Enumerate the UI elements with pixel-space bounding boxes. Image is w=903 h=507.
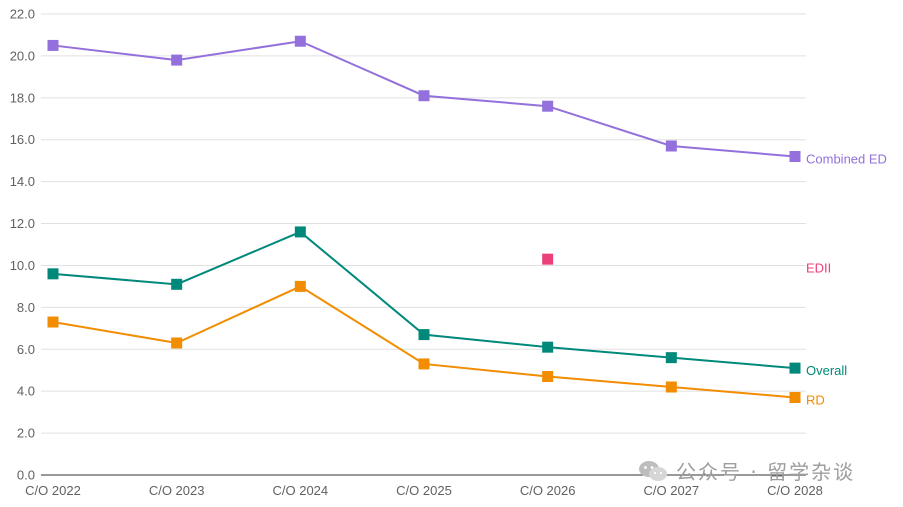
y-tick-label: 0.0 bbox=[17, 468, 35, 483]
point-rd bbox=[171, 337, 183, 349]
series-edii bbox=[542, 253, 554, 265]
wechat-icon bbox=[639, 460, 667, 481]
point-combined-ed bbox=[665, 140, 677, 152]
series-label-rd: RD bbox=[806, 392, 825, 407]
y-tick-label: 2.0 bbox=[17, 426, 35, 441]
point-rd bbox=[789, 391, 801, 403]
y-tick-label: 4.0 bbox=[17, 384, 35, 399]
point-overall bbox=[418, 329, 430, 341]
point-overall bbox=[789, 362, 801, 374]
y-tick-label: 20.0 bbox=[10, 48, 35, 63]
series-label-combined-ed: Combined ED bbox=[806, 151, 887, 166]
y-tick-label: 12.0 bbox=[10, 216, 35, 231]
point-combined-ed bbox=[171, 54, 183, 66]
point-overall bbox=[294, 226, 306, 238]
gridlines bbox=[41, 13, 806, 434]
point-overall bbox=[665, 352, 677, 364]
x-tick-label: C/O 2022 bbox=[25, 483, 81, 498]
y-tick-label: 18.0 bbox=[10, 90, 35, 105]
series-overall bbox=[47, 226, 801, 374]
x-tick-label: C/O 2027 bbox=[644, 483, 700, 498]
series-label-edii: EDII bbox=[806, 260, 831, 275]
x-axis: C/O 2022 C/O 2023 C/O 2024 C/O 2025 C/O 2026… bbox=[25, 474, 823, 498]
y-tick-label: 10.0 bbox=[10, 258, 35, 273]
point-combined-ed bbox=[542, 100, 554, 112]
y-tick-label: 8.0 bbox=[17, 300, 35, 315]
y-tick-label: 16.0 bbox=[10, 132, 35, 147]
series-line-overall bbox=[52, 230, 796, 370]
series-labels: Combined ED EDII Overall RD bbox=[806, 151, 887, 407]
series-line-rd bbox=[52, 285, 796, 399]
point-combined-ed bbox=[418, 90, 430, 102]
point-overall bbox=[542, 341, 554, 353]
x-tick-label: C/O 2026 bbox=[520, 483, 576, 498]
x-tick-label: C/O 2023 bbox=[149, 483, 205, 498]
point-rd bbox=[542, 371, 554, 383]
x-tick-label: C/O 2025 bbox=[396, 483, 452, 498]
x-tick-label: C/O 2028 bbox=[767, 483, 823, 498]
point-combined-ed bbox=[789, 150, 801, 162]
y-axis: 0.0 2.0 4.0 6.0 8.0 10.0 12.0 14.0 16.0 18.0 20.0 2… bbox=[10, 7, 35, 483]
series-group bbox=[47, 35, 801, 403]
series-rd bbox=[47, 280, 801, 403]
x-tick-label: C/O 2024 bbox=[273, 483, 329, 498]
watermark: 公众号 · 留学杂谈 bbox=[638, 456, 855, 485]
point-rd bbox=[47, 316, 59, 328]
y-tick-label: 22.0 bbox=[10, 7, 35, 22]
point-overall bbox=[47, 268, 59, 280]
y-tick-label: 6.0 bbox=[17, 342, 35, 357]
series-label-overall: Overall bbox=[806, 363, 847, 378]
point-rd bbox=[665, 381, 677, 393]
watermark-text: 公众号 · 留学杂谈 bbox=[676, 460, 856, 484]
series-combined-ed bbox=[47, 35, 801, 162]
point-rd bbox=[294, 280, 306, 292]
y-tick-label: 14.0 bbox=[10, 174, 35, 189]
point-overall bbox=[171, 278, 183, 290]
point-rd bbox=[418, 358, 430, 370]
point-combined-ed bbox=[294, 35, 306, 47]
point-edii bbox=[542, 253, 554, 265]
point-combined-ed bbox=[47, 39, 59, 51]
